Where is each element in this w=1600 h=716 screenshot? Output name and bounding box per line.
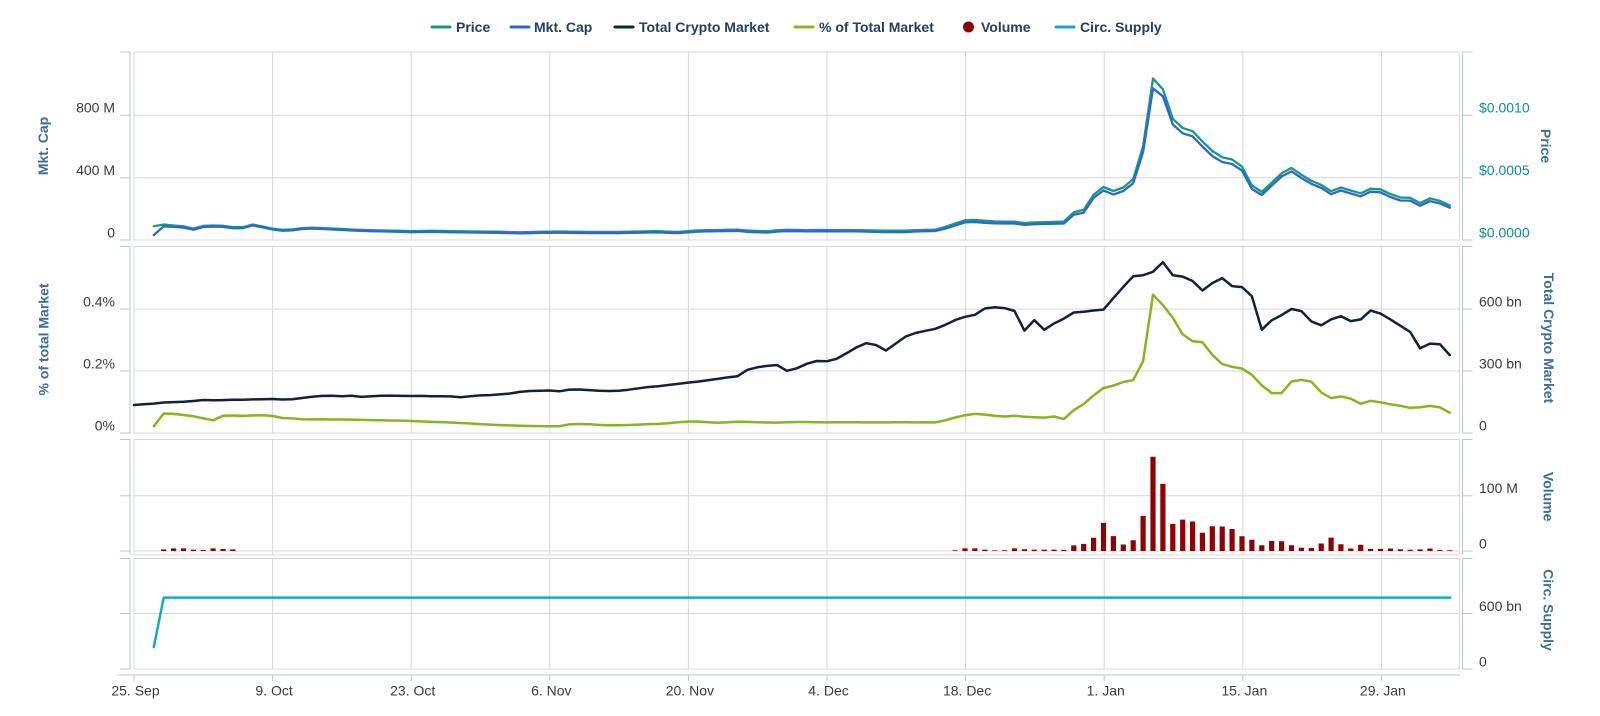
svg-text:Price: Price [1538,129,1554,163]
svg-text:Circ. Supply: Circ. Supply [1541,569,1557,651]
svg-text:6. Nov: 6. Nov [531,683,571,699]
svg-text:0: 0 [1479,653,1487,669]
svg-text:Volume: Volume [1541,472,1557,522]
svg-text:0.4%: 0.4% [83,293,115,309]
svg-text:Total Crypto Market: Total Crypto Market [639,19,770,35]
svg-text:23. Oct: 23. Oct [390,683,435,699]
svg-text:0: 0 [107,224,115,240]
svg-text:600 bn: 600 bn [1479,598,1522,614]
svg-text:0: 0 [1479,535,1487,551]
svg-text:Mkt. Cap: Mkt. Cap [35,117,51,175]
svg-text:800 M: 800 M [76,100,115,116]
svg-text:Total Crypto Market: Total Crypto Market [1541,273,1557,404]
svg-text:4. Dec: 4. Dec [808,683,848,699]
svg-text:$0.0005: $0.0005 [1479,162,1530,178]
svg-text:25. Sep: 25. Sep [111,683,159,699]
svg-text:29. Jan: 29. Jan [1360,683,1406,699]
svg-text:300 bn: 300 bn [1479,355,1522,371]
svg-text:$0.0000: $0.0000 [1479,224,1530,240]
svg-text:9. Oct: 9. Oct [255,683,292,699]
svg-text:600 bn: 600 bn [1479,293,1522,309]
svg-text:18. Dec: 18. Dec [943,683,991,699]
svg-text:Volume: Volume [981,19,1031,35]
svg-text:0%: 0% [95,417,115,433]
svg-text:400 M: 400 M [76,162,115,178]
svg-text:0.2%: 0.2% [83,355,115,371]
svg-text:$0.0010: $0.0010 [1479,100,1530,116]
svg-text:Mkt. Cap: Mkt. Cap [534,19,592,35]
svg-text:100 M: 100 M [1479,480,1518,496]
svg-text:0: 0 [1479,417,1487,433]
svg-text:% of total Market: % of total Market [36,283,52,395]
svg-text:15. Jan: 15. Jan [1221,683,1267,699]
svg-text:% of Total Market: % of Total Market [819,19,934,35]
svg-text:Price: Price [456,19,490,35]
svg-text:1. Jan: 1. Jan [1087,683,1125,699]
svg-text:20. Nov: 20. Nov [666,683,714,699]
svg-text:Circ. Supply: Circ. Supply [1080,19,1162,35]
